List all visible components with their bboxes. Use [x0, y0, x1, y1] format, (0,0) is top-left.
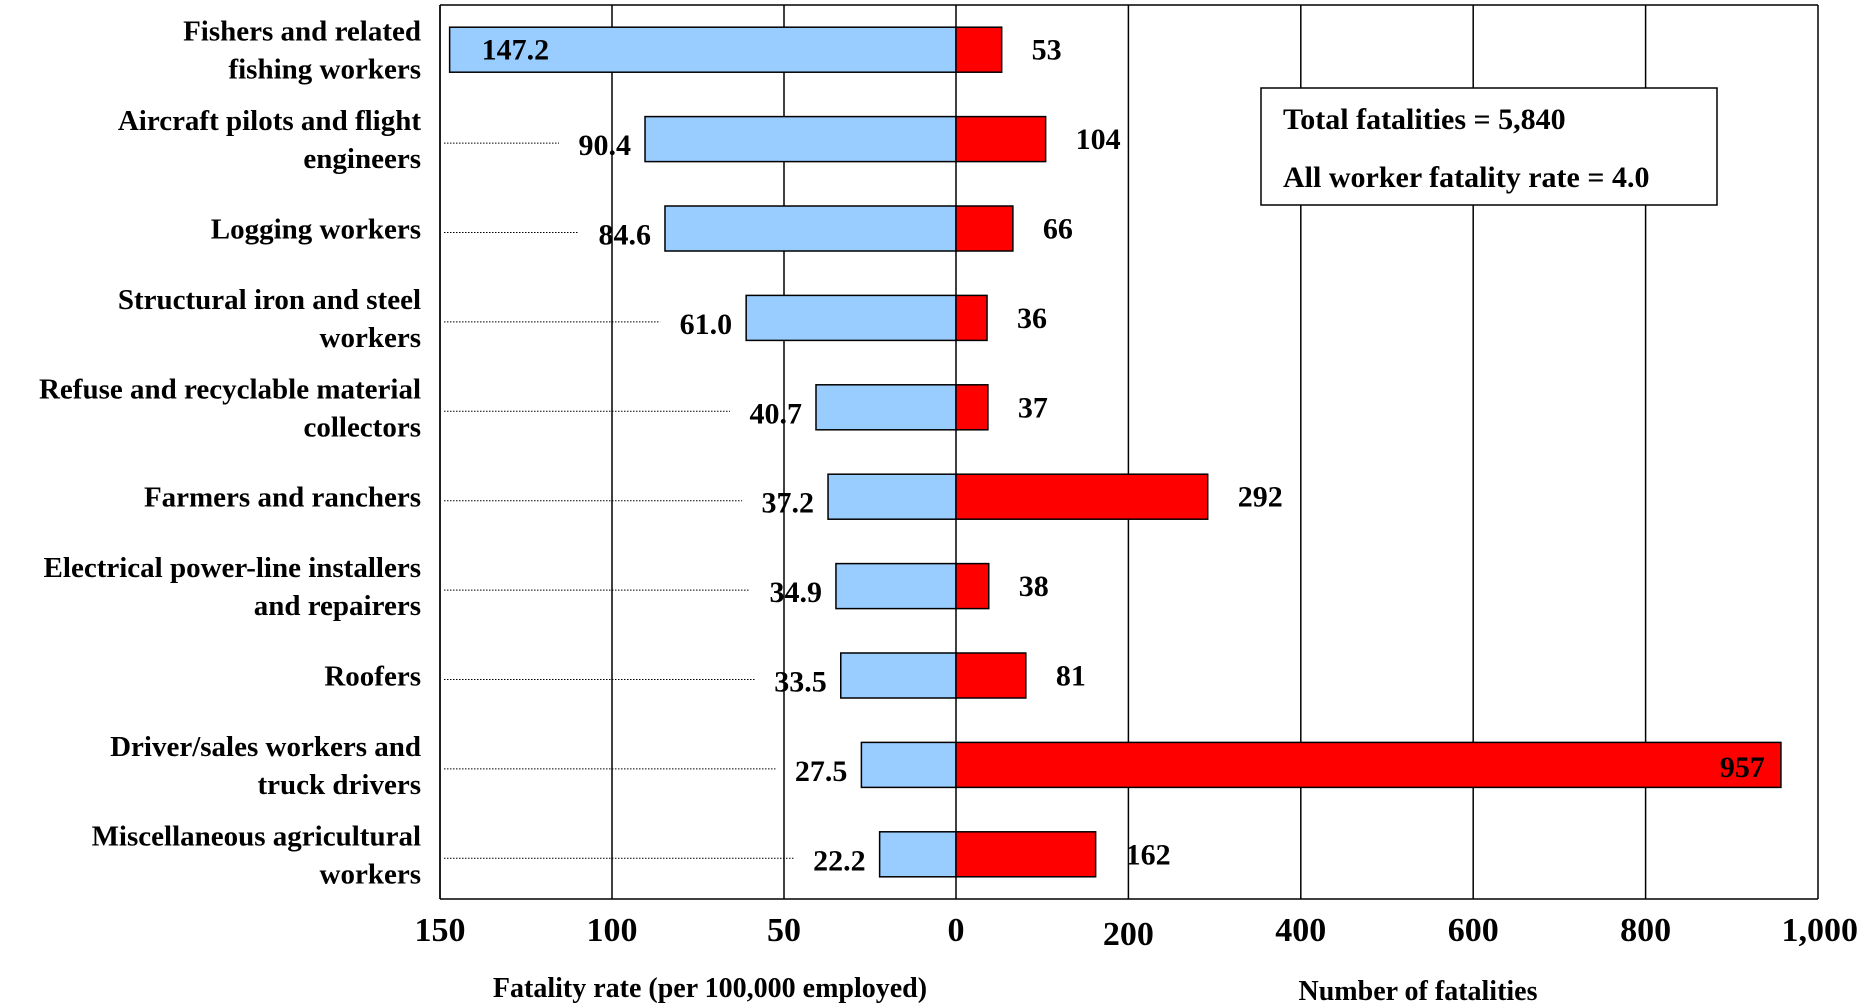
fatalities-value-label: 104 [1076, 123, 1121, 156]
annotation-line: All worker fatality rate = 4.0 [1283, 161, 1649, 194]
right-tick-label: 1,000 [1782, 912, 1859, 949]
category-label: Farmers and ranchers [144, 482, 421, 514]
category-label: Miscellaneous agricultural [92, 820, 421, 852]
left-tick-label: 150 [415, 912, 466, 949]
category-label: collectors [303, 411, 421, 443]
right-tick-label: 200 [1103, 916, 1154, 953]
fatalities-bar [955, 26, 1003, 73]
rate-bar [827, 473, 957, 520]
rate-bar [860, 741, 957, 789]
category-label: Roofers [324, 661, 421, 693]
fatalities-value-label: 66 [1043, 213, 1073, 246]
category-label: Logging workers [211, 214, 421, 246]
rate-value-label: 27.5 [795, 755, 848, 788]
fatalities-value-label: 38 [1019, 570, 1049, 603]
category-label: Driver/sales workers and [110, 731, 421, 763]
fatalities-bar [955, 652, 1027, 699]
right-tick-label: 400 [1275, 912, 1326, 949]
fatalities-bar [955, 741, 1782, 789]
left-tick-label: 100 [587, 912, 638, 949]
rate-value-label: 33.5 [774, 666, 827, 699]
fatalities-value-label: 37 [1018, 391, 1048, 424]
rate-value-label: 37.2 [762, 487, 815, 520]
fatalities-bar [955, 294, 988, 342]
rate-bar [815, 384, 957, 431]
right-tick-label: 600 [1448, 912, 1499, 949]
category-label: and repairers [254, 590, 421, 622]
rate-bar [840, 652, 957, 699]
fatalities-bar [955, 473, 1209, 520]
fatalities-bar [955, 831, 1097, 878]
rate-value-label: 90.4 [579, 129, 632, 162]
fatalities-bar [955, 115, 1047, 163]
left-tick-label: 0 [948, 912, 965, 949]
rate-value-label: 22.2 [813, 844, 866, 877]
rate-bar [644, 115, 957, 163]
category-label: Electrical power-line installers [44, 552, 421, 584]
category-label: workers [320, 322, 421, 354]
category-label: workers [320, 858, 421, 890]
left-tick-label: 50 [767, 912, 801, 949]
right-tick-label: 800 [1620, 912, 1671, 949]
rate-bar [664, 205, 957, 252]
fatalities-value-label: 53 [1032, 34, 1062, 67]
category-label: Refuse and recyclable material [39, 373, 421, 405]
fatalities-value-label: 162 [1126, 838, 1171, 871]
category-label: engineers [303, 143, 421, 175]
rate-value-label: 84.6 [598, 219, 651, 252]
rate-bar [835, 562, 957, 610]
rate-bar [878, 831, 957, 878]
rate-value-label: 147.2 [482, 34, 549, 67]
category-label: Fishers and related [183, 16, 421, 48]
fatalities-bar [955, 384, 989, 431]
rate-value-label: 40.7 [749, 397, 802, 430]
right-axis-title: Number of fatalities [1299, 976, 1538, 1005]
fatalities-bar [955, 205, 1014, 252]
fatalities-bar [955, 562, 990, 610]
rate-bar [448, 26, 957, 73]
fatalities-value-label: 36 [1017, 302, 1047, 335]
annotation-line: Total fatalities = 5,840 [1283, 103, 1566, 136]
rate-bar [745, 294, 957, 342]
fatalities-value-label: 81 [1056, 660, 1086, 693]
category-label: fishing workers [228, 54, 421, 86]
category-label: truck drivers [258, 769, 422, 801]
annotation-box [1260, 87, 1718, 206]
fatalities-value-label: 292 [1238, 481, 1283, 514]
category-label: Structural iron and steel [118, 284, 421, 316]
fatalities-value-label: 957 [1720, 751, 1765, 784]
category-label: Aircraft pilots and flight [118, 105, 421, 137]
left-axis-title: Fatality rate (per 100,000 employed) [493, 973, 927, 1004]
rate-value-label: 34.9 [769, 576, 822, 609]
rate-value-label: 61.0 [680, 308, 733, 341]
